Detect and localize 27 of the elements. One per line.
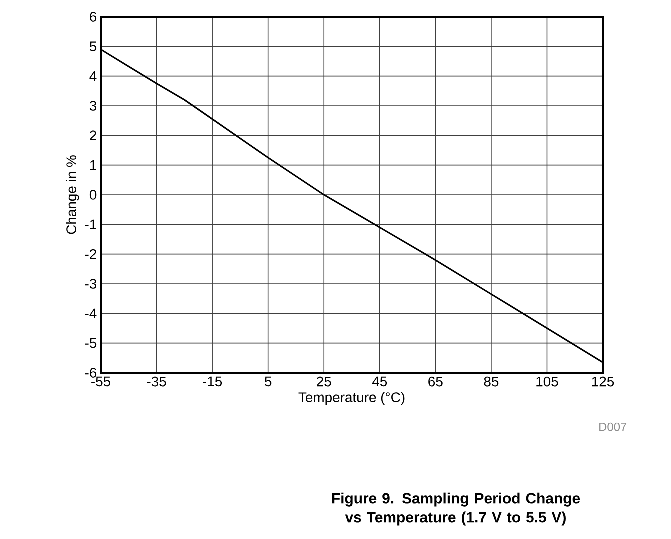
y-tick-label: 5	[90, 42, 97, 52]
y-tick-label: 1	[90, 160, 96, 170]
x-tick-label: -35	[147, 376, 166, 387]
x-tick-label: 25	[317, 376, 332, 387]
x-tick-label: 65	[428, 376, 443, 387]
y-tick-label: 4	[90, 72, 97, 82]
y-tick-label: 0	[90, 190, 97, 200]
y-tick-label: -1	[85, 220, 96, 230]
x-tick-label: 5	[265, 376, 272, 387]
x-tick-label: 125	[592, 376, 614, 387]
y-tick-label: -5	[85, 338, 97, 348]
y-tick-label: -4	[85, 308, 97, 318]
y-tick-label: -6	[85, 368, 97, 378]
x-tick-label: -55	[92, 376, 110, 387]
x-tick-label: -15	[203, 376, 222, 387]
y-tick-label: -2	[85, 249, 96, 260]
y-tick-label: 3	[90, 101, 97, 111]
x-tick-label: 105	[536, 376, 558, 387]
y-tick-label: 6	[90, 12, 97, 22]
y-tick-label: -3	[85, 279, 97, 289]
x-tick-label: 85	[484, 376, 499, 387]
text: D007	[600, 422, 627, 432]
caption: Figure 9. Sampling Period Change vs Temperature (1.7 V to 5.5 V)	[332, 492, 580, 526]
y-axis-title: Change in %	[66, 156, 80, 234]
y-tick-label: 2	[90, 130, 96, 141]
x-tick-label: 45	[372, 376, 388, 387]
x-axis-title: Temperature (°C)	[298, 392, 405, 406]
